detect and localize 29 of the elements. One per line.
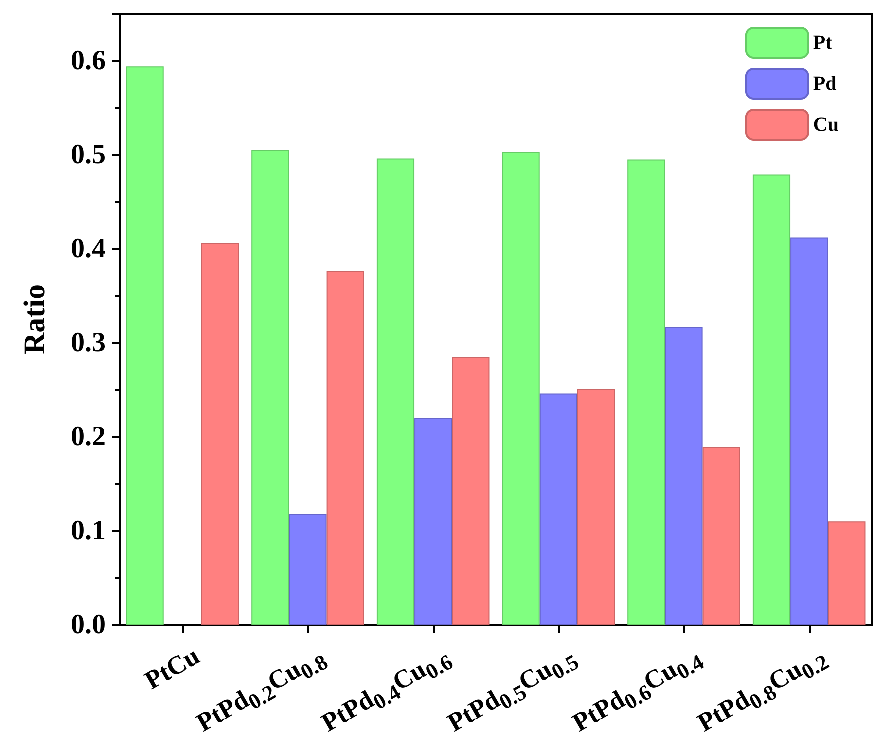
y-axis-title: Ratio (18, 284, 52, 354)
bar (502, 152, 540, 625)
y-tick-label: 0.2 (71, 422, 106, 452)
bar (828, 522, 866, 625)
bar (126, 66, 164, 625)
bar (665, 327, 703, 625)
bar (628, 160, 666, 625)
bar (326, 272, 364, 625)
bar (577, 389, 616, 625)
y-tick-label: 0.3 (71, 328, 106, 358)
y-tick-label: 0.6 (71, 46, 106, 76)
legend-label: Cu (813, 114, 840, 136)
bar (289, 514, 327, 625)
bar (752, 174, 791, 625)
legend-label: Pt (813, 32, 833, 54)
bar (452, 357, 490, 625)
y-tick-label: 0.0 (71, 610, 106, 640)
bar (702, 447, 740, 625)
y-tick-label: 0.5 (71, 140, 106, 170)
bar (540, 394, 578, 625)
bar (201, 243, 240, 625)
y-tick-label: 0.1 (71, 516, 106, 546)
bar (252, 150, 290, 625)
bar (376, 158, 415, 625)
legend-label: Pd (813, 73, 837, 95)
y-tick-label: 0.4 (71, 234, 106, 264)
bar (414, 418, 452, 625)
x-tick-label: PtCu (140, 641, 204, 696)
bar (790, 238, 828, 625)
